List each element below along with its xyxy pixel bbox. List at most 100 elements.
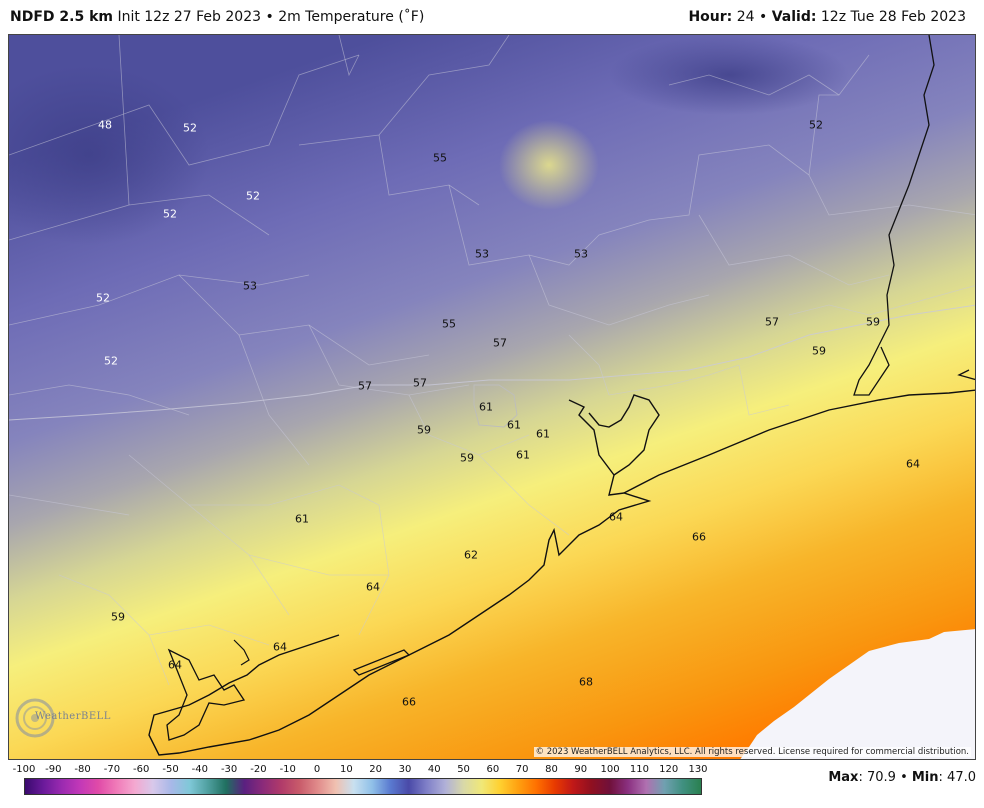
legend-tick-label: 30	[398, 764, 412, 775]
max-min-stats: Max: 70.9 • Min: 47.0	[828, 770, 976, 785]
legend-tick-label: 110	[629, 764, 649, 775]
legend-tick-label: 20	[369, 764, 383, 775]
weatherbell-logo: WeatherBELL	[15, 695, 110, 741]
legend-tick-label: 10	[339, 764, 353, 775]
coastline-east	[623, 389, 975, 494]
temperature-value-label: 52	[809, 118, 823, 132]
temperature-value-label: 61	[516, 448, 530, 462]
legend-tick-label: -40	[191, 764, 208, 775]
map-canvas	[9, 35, 975, 759]
coast-fragment	[957, 369, 975, 381]
river-boundary	[878, 35, 935, 346]
temperature-value-label: 52	[96, 291, 110, 305]
legend-tick-label: -90	[45, 764, 62, 775]
temperature-value-label: 66	[692, 530, 706, 544]
temperature-value-label: 52	[104, 354, 118, 368]
temperature-value-label: 57	[413, 376, 427, 390]
hour-value: 24	[736, 9, 755, 25]
color-legend: -100 -90 -80 -70 -60 -50 -40 -30 -20 -10 0 10 20 30 40…	[13, 764, 708, 804]
barrier-island	[352, 649, 411, 676]
temperature-value-label: 64	[609, 510, 623, 524]
temperature-value-label: 48	[98, 118, 112, 132]
county-borders	[9, 35, 975, 686]
temperature-value-label: 55	[433, 151, 447, 165]
valid-label: Valid:	[771, 9, 817, 25]
temperature-value-label: 59	[460, 451, 474, 465]
field-name: 2m Temperature (˚F)	[278, 9, 425, 25]
legend-tick-label: 60	[486, 764, 500, 775]
cold-pocket-ne	[609, 35, 849, 115]
coastline	[148, 399, 652, 756]
model-name: NDFD 2.5 km	[10, 9, 113, 25]
header-bar: NDFD 2.5 km Init 12z 27 Feb 2023 • 2m Te…	[0, 0, 984, 34]
temperature-value-label: 64	[168, 658, 182, 672]
temperature-value-label: 59	[812, 344, 826, 358]
temperature-value-label: 53	[243, 279, 257, 293]
legend-tick-label: -30	[220, 764, 238, 775]
legend-tick-label: -10	[279, 764, 296, 775]
temperature-value-label: 55	[442, 317, 456, 331]
separator: •	[758, 9, 768, 25]
legend-ticks: -100 -90 -80 -70 -60 -50 -40 -30 -20 -10 0 10 20 30 40…	[13, 764, 708, 778]
legend-tick-label: 100	[600, 764, 620, 775]
bay-outline	[588, 394, 660, 476]
separator: •	[265, 9, 274, 25]
temperature-value-label: 59	[866, 315, 880, 329]
max-value: : 70.9	[858, 770, 896, 785]
legend-tick-label: 50	[457, 764, 470, 775]
temperature-value-label: 52	[163, 207, 177, 221]
init-time: Init 12z 27 Feb 2023	[117, 9, 262, 25]
temperature-value-label: 64	[906, 457, 920, 471]
legend-tick-label: 70	[515, 764, 529, 775]
legend-tick-label: 80	[545, 764, 558, 775]
legend-tick-label: 120	[659, 764, 679, 775]
temperature-value-label: 66	[402, 695, 416, 709]
sabine-lake	[853, 344, 890, 396]
temperature-value-label: 68	[579, 675, 593, 689]
temperature-value-label: 53	[475, 247, 489, 261]
matagorda-bay	[166, 648, 246, 741]
title-left: NDFD 2.5 km Init 12z 27 Feb 2023 • 2m Te…	[10, 0, 424, 34]
temperature-value-label: 57	[765, 315, 779, 329]
state-boundary	[9, 304, 975, 421]
min-value: : 47.0	[938, 770, 976, 785]
temperature-map[interactable]: 48 52 52 52 52 52 53 55 53 53 52 55 57 57 57 57 59 59 61 61…	[8, 34, 976, 760]
legend-tick-label: 0	[313, 764, 321, 775]
temperature-value-label: 64	[366, 580, 380, 594]
city-outline	[473, 384, 518, 428]
legend-tick-label: 130	[688, 764, 708, 775]
legend-tick-label: -100	[12, 764, 36, 775]
temperature-value-label: 61	[479, 400, 493, 414]
legend-tick-label: -70	[103, 764, 121, 775]
legend-tick-label: 90	[574, 764, 588, 775]
legend-tick-label: -60	[133, 764, 150, 775]
cold-pocket	[9, 65, 209, 245]
copyright-notice: © 2023 WeatherBELL Analytics, LLC. All r…	[533, 747, 971, 757]
temperature-value-label: 61	[536, 427, 550, 441]
legend-tick-label: 40	[427, 764, 441, 775]
max-label: Max	[828, 770, 859, 785]
temperature-value-label: 52	[183, 121, 197, 135]
legend-tick-label: -50	[162, 764, 179, 775]
no-data-region	[740, 629, 975, 759]
logo-swirl-icon	[15, 698, 55, 738]
temperature-value-label: 52	[246, 189, 260, 203]
legend-tick-label: -80	[74, 764, 91, 775]
temperature-value-label: 57	[358, 379, 372, 393]
temperature-value-label: 62	[464, 548, 478, 562]
legend-tick-label: -20	[250, 764, 267, 775]
temperature-value-label: 57	[493, 336, 507, 350]
warm-pocket	[499, 120, 599, 210]
temperature-value-label: 64	[273, 640, 287, 654]
temperature-value-label: 53	[574, 247, 588, 261]
inlet	[233, 639, 250, 666]
title-right: Hour: 24 • Valid: 12z Tue 28 Feb 2023	[688, 0, 966, 34]
min-label: Min	[911, 770, 939, 785]
temperature-value-label: 59	[417, 423, 431, 437]
temperature-value-label: 59	[111, 610, 125, 624]
hour-label: Hour:	[688, 9, 733, 25]
valid-time: 12z Tue 28 Feb 2023	[820, 9, 966, 25]
temperature-value-label: 61	[507, 418, 521, 432]
temperature-value-label: 61	[295, 512, 309, 526]
logo-text: WeatherBELL	[35, 711, 111, 722]
